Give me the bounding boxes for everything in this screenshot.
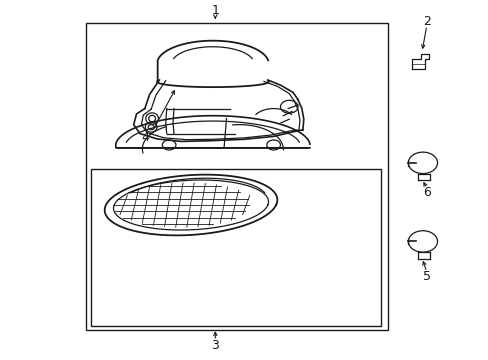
Text: 3: 3 <box>211 338 219 351</box>
Text: 4: 4 <box>141 131 148 144</box>
Text: 1: 1 <box>211 4 219 17</box>
Bar <box>91 169 380 327</box>
Bar <box>86 23 387 330</box>
Text: 2: 2 <box>422 14 430 27</box>
Text: 5: 5 <box>422 270 430 283</box>
Text: 6: 6 <box>422 186 430 199</box>
